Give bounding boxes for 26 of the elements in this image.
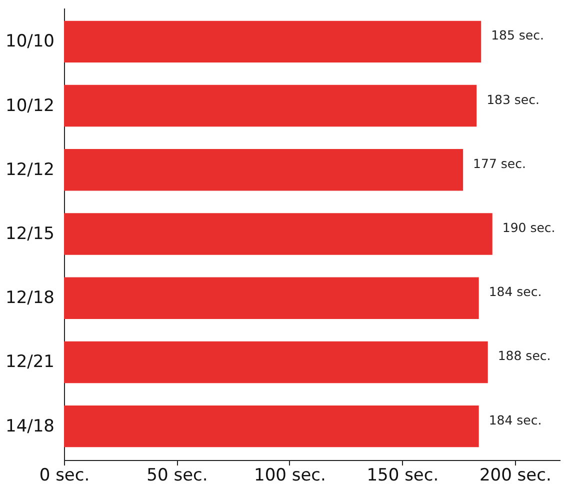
y-tick-label: 10/12 [6,96,54,116]
data-label: 190 sec. [502,220,556,235]
y-tick-label: 12/18 [6,288,54,308]
bar [64,84,477,127]
x-tick-label: 150 sec. [366,466,439,486]
y-tick-label: 12/12 [6,160,54,180]
bar [64,149,464,191]
data-label: 184 sec. [488,412,542,428]
bar [64,20,482,62]
data-label: 185 sec. [491,28,544,43]
y-tick-label: 12/21 [6,352,54,372]
y-tick-label: 12/15 [6,224,54,244]
bar [64,277,479,319]
data-label: 188 sec. [498,348,551,364]
bar [64,213,492,255]
x-tick-label: 200 sec. [479,466,552,486]
data-label: 177 sec. [473,156,526,171]
data-label: 184 sec. [488,284,542,300]
bar [64,406,479,448]
x-tick-label: 0 sec. [39,466,90,486]
bar [64,341,488,384]
y-tick-label: 14/18 [6,416,54,436]
x-tick-label: 50 sec. [146,466,208,486]
y-tick-label: 10/10 [6,32,54,52]
data-label: 183 sec. [486,92,540,107]
x-tick-label: 100 sec. [254,466,326,486]
